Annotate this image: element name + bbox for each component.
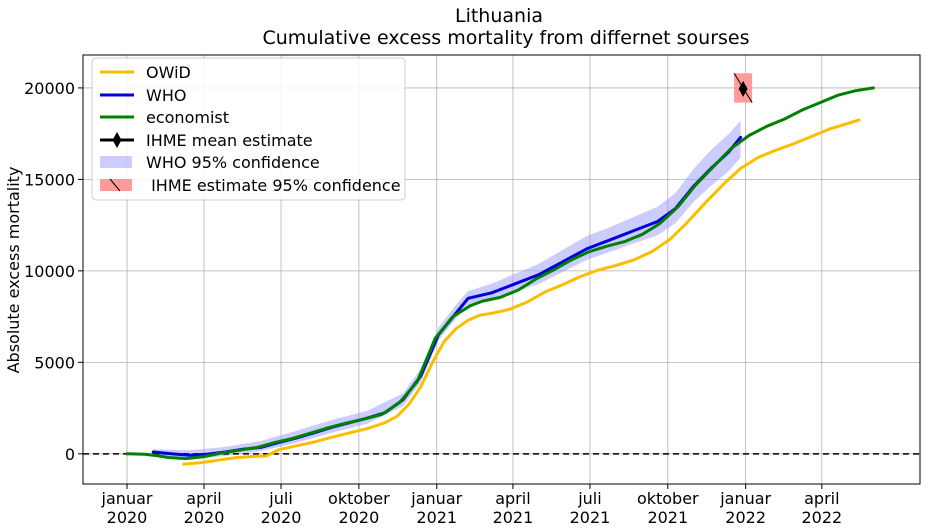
- y-tick-label-2: 10000: [24, 262, 75, 281]
- x-tick-year-9: 2022: [801, 508, 842, 527]
- y-tick-label-0: 0: [65, 445, 75, 464]
- x-tick-label-0: januar: [101, 489, 153, 508]
- series-lines: [125, 86, 875, 466]
- legend: OWiD WHO economist IHME mean estimate WH…: [91, 57, 406, 201]
- x-tick-label-8: januar: [719, 489, 771, 508]
- ihme-mean-marker: [738, 80, 748, 97]
- plot-frame: [82, 54, 921, 485]
- x-tick-label-1: april: [186, 489, 221, 508]
- x-tick-label-2: juli: [268, 489, 292, 508]
- axes: [82, 54, 921, 485]
- x-tick-year-1: 2020: [184, 508, 225, 527]
- x-tick-year-6: 2021: [570, 508, 611, 527]
- x-tick-label-7: oktober: [637, 489, 699, 508]
- x-tick-year-5: 2021: [493, 508, 534, 527]
- x-tick-label-9: april: [804, 489, 839, 508]
- legend-who-label: WHO: [146, 86, 186, 105]
- legend-economist-label: economist: [146, 108, 229, 127]
- legend-who-confidence-swatch: [100, 156, 132, 168]
- x-tick-labels: januar2020april2020juli2020oktober2020ja…: [101, 484, 842, 527]
- legend-owid-label: OWiD: [146, 63, 191, 82]
- x-tick-label-3: oktober: [328, 489, 390, 508]
- x-tick-label-5: april: [495, 489, 530, 508]
- y-tick-label-4: 20000: [24, 79, 75, 98]
- legend-ihme-confidence-label: IHME estimate 95% confidence: [146, 176, 401, 195]
- x-tick-year-4: 2021: [416, 508, 457, 527]
- y-axis-label: Absolute excess mortality: [4, 167, 23, 374]
- y-tick-label-1: 5000: [34, 353, 75, 372]
- legend-ihme-confidence-swatch: [100, 179, 132, 191]
- chart-subtitle: Cumulative excess mortality from differn…: [263, 27, 750, 49]
- legend-ihme-mean-swatch-marker: [112, 132, 122, 148]
- legend-box: [91, 57, 406, 201]
- series-line-economist: [125, 86, 875, 461]
- x-tick-year-2: 2020: [261, 508, 302, 527]
- y-tick-labels: 0 5000 10000 15000 20000: [24, 79, 83, 464]
- legend-ihme-confidence-hatch: [109, 178, 121, 192]
- x-tick-label-4: januar: [410, 489, 462, 508]
- x-tick-year-3: 2020: [339, 508, 380, 527]
- x-tick-year-8: 2022: [725, 508, 766, 527]
- y-tick-label-3: 15000: [24, 170, 75, 189]
- chart-title: Lithuania: [455, 5, 543, 27]
- legend-ihme-mean-label: IHME mean estimate: [146, 131, 313, 150]
- series-line-owid: [182, 118, 861, 466]
- legend-who-confidence-label: WHO 95% confidence: [146, 153, 320, 172]
- x-tick-year-7: 2021: [647, 508, 688, 527]
- x-tick-year-0: 2020: [107, 508, 148, 527]
- x-tick-label-6: juli: [577, 489, 601, 508]
- ihme-estimate: [733, 73, 753, 103]
